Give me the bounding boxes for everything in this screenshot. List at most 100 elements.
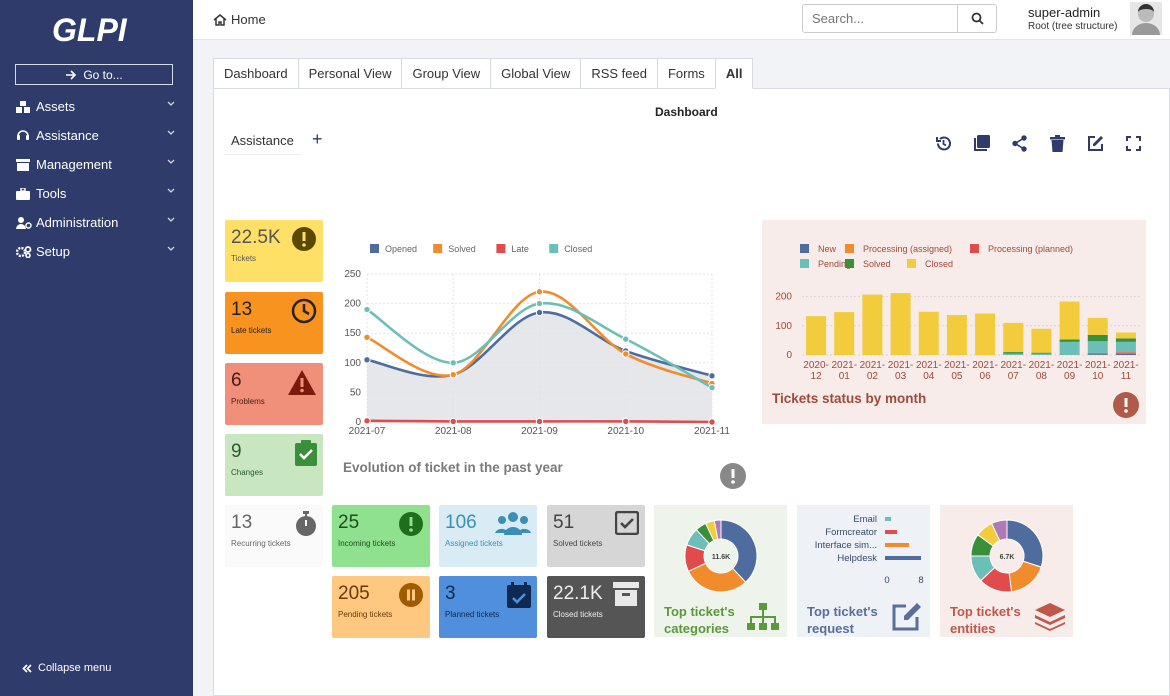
tile-problems[interactable]: 6 Problems [225,363,323,425]
tile-value: 106 [445,512,477,533]
tile-label: Pending tickets [338,610,393,619]
nav-tools[interactable]: Tools [0,179,193,208]
collapse-label: Collapse menu [38,662,112,674]
main-nav: Assets Assistance Management Tools Admin… [0,92,193,266]
y-tick-label: Interface sim... [815,540,877,551]
glpi-logo[interactable]: GLPI [50,10,145,50]
tab-all[interactable]: All [714,58,754,89]
exclamation-circle-icon [1113,392,1139,418]
breadcrumb[interactable]: Home [213,12,266,27]
x-tick-label: 2021- [1000,360,1026,371]
x-tick-label: 2021- [1029,360,1055,371]
goto-button[interactable]: Go to... [15,64,173,85]
y-tick-label: 0 [786,350,792,361]
x-tick-label: 2021- [831,360,857,371]
chevron-down-icon [167,130,175,135]
history-button[interactable] [934,134,953,153]
bar-segment [1087,334,1108,342]
chevron-down-icon [167,101,175,106]
dashboard-content: Dashboard Assistance + 22.5K Tickets 13 … [213,88,1170,696]
nav-management[interactable]: Management [0,150,193,179]
bar [885,543,909,547]
tools-icon [16,187,32,200]
tab-global-view[interactable]: Global View [490,58,581,89]
bar-segment [1003,353,1024,355]
search-input[interactable] [802,4,958,33]
tab-rss-feed[interactable]: RSS feed [580,58,657,89]
card-title: Top ticket's categories [664,604,735,636]
tile-incoming-tickets[interactable]: 25 Incoming tickets [332,505,430,567]
tile-label: Late tickets [231,326,272,335]
tile-closed-tickets[interactable]: 22.1K Closed tickets [547,576,645,638]
nav-label: Setup [36,244,70,259]
nav-assistance[interactable]: Assistance [0,121,193,150]
dashboard-selector[interactable]: Assistance [224,127,301,155]
collapse-menu-button[interactable]: Collapse menu [22,662,111,674]
legend-label: Solved [863,259,891,269]
x-tick-label: 12 [811,371,823,382]
svg-text:GLPI: GLPI [52,12,128,48]
user-entity[interactable]: Root (tree structure) [1028,21,1118,32]
x-tick-label: 05 [951,371,963,382]
tile-assigned-tickets[interactable]: 106 Assigned tickets [439,505,537,567]
tile-value: 13 [231,299,253,320]
legend-swatch [970,244,979,253]
bar-segment [1059,341,1080,355]
x-tick-label: 0 [884,575,889,586]
legend-label: Pending [818,259,851,269]
bar-segment [1115,352,1136,353]
fullscreen-button[interactable] [1124,134,1143,153]
tab-dashboard[interactable]: Dashboard [213,58,298,89]
evolution-chart-card: Opened Solved Late Closed 0 50 100 150 200 250 202… [332,220,752,495]
bar-segment [1003,352,1024,354]
chevron-down-icon [167,246,175,251]
chart-title: Tickets status by month [772,391,926,406]
search-button[interactable] [957,4,997,33]
card-title: Top ticket's entities [950,604,1021,636]
user-name[interactable]: super-admin [1028,5,1101,20]
legend-label: Solved [448,244,476,254]
data-point [708,418,716,426]
tile-recurring-tickets[interactable]: 13 Recurring tickets [225,505,323,567]
tile-changes[interactable]: 9 Changes [225,434,323,496]
tile-tickets[interactable]: 22.5K Tickets [225,220,323,282]
y-tick-label: 250 [344,269,361,280]
delete-button[interactable] [1048,134,1067,153]
bar-segment [1087,317,1108,335]
add-dashboard-button[interactable]: + [312,129,323,149]
y-tick-label: Helpdesk [837,553,877,564]
bar-segment [1031,328,1052,353]
legend-label: Processing (assigned) [863,244,952,254]
tile-value: 22.1K [553,583,603,604]
tile-pending-tickets[interactable]: 205 Pending tickets [332,576,430,638]
tab-forms[interactable]: Forms [656,58,715,89]
nav-label: Administration [36,215,119,230]
bar-segment [1087,352,1108,354]
tile-label: Tickets [231,254,257,263]
pie-center-label: 6.7K [1000,554,1015,561]
clone-button[interactable] [972,134,991,153]
avatar[interactable] [1130,2,1162,35]
tab-group-view[interactable]: Group View [401,58,491,89]
bar-segment [1059,339,1080,342]
topbar: Home super-admin Root (tree structure) [193,0,1170,40]
legend-label: Opened [385,244,417,254]
legend-swatch [433,244,443,253]
nav-administration[interactable]: Administration [0,208,193,237]
bar-segment [1087,354,1108,355]
tile-label: Changes [231,468,264,477]
nav-setup[interactable]: Setup [0,237,193,266]
edit-button[interactable] [1086,134,1105,153]
tile-value: 25 [338,512,360,533]
bar [885,556,921,560]
tile-label: Problems [231,397,265,406]
nav-assets[interactable]: Assets [0,92,193,121]
share-button[interactable] [1010,134,1029,153]
data-point [708,372,716,380]
legend-swatch [496,244,506,253]
tab-personal-view[interactable]: Personal View [297,58,402,89]
tile-late-tickets[interactable]: 13 Late tickets [225,292,323,354]
legend-swatch [370,244,379,253]
tile-solved-tickets[interactable]: 51 Solved tickets [547,505,645,567]
tile-planned-tickets[interactable]: 3 Planned tickets [439,576,537,638]
